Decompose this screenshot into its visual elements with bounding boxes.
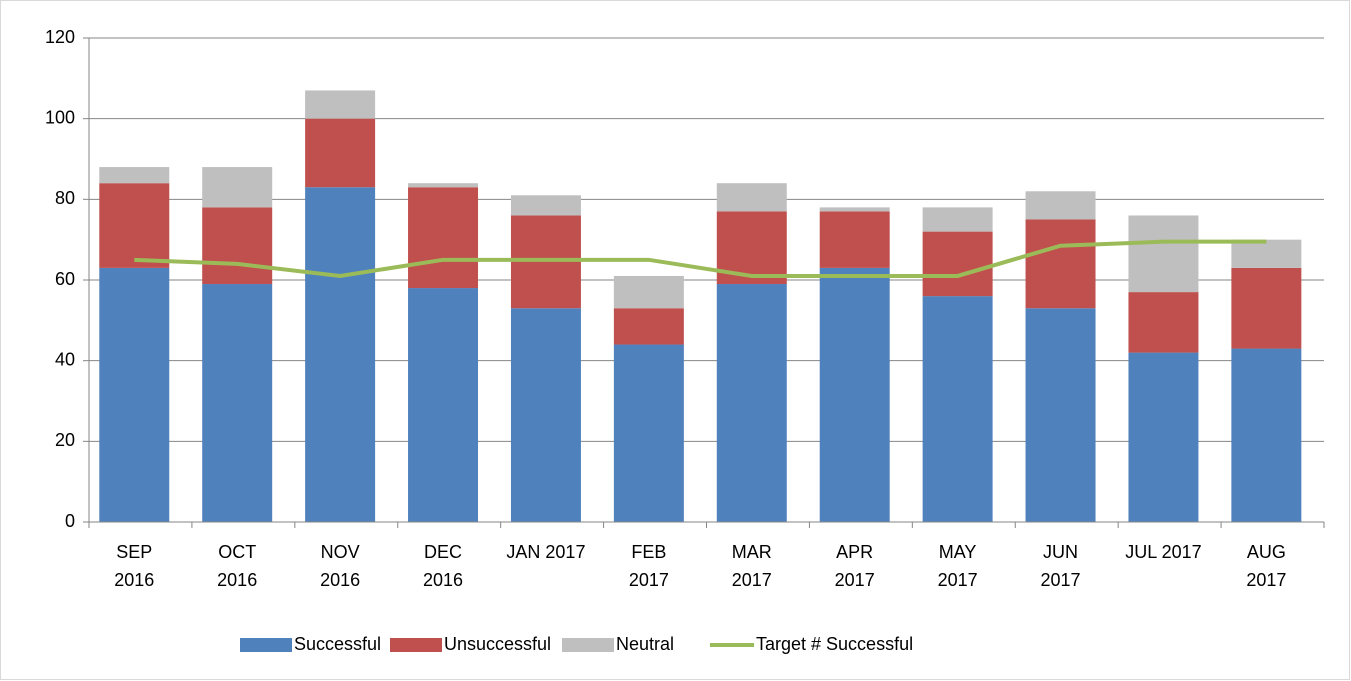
- bar-segment: [305, 90, 376, 119]
- bar-segment: [202, 284, 273, 522]
- bar-segment: [1231, 348, 1302, 522]
- bar-segment: [1231, 267, 1302, 349]
- x-tick-label: DEC 2016: [423, 542, 464, 590]
- bar-segment: [1128, 215, 1199, 293]
- bar-segment: [613, 344, 684, 522]
- x-tick-label: JUL 2017: [1125, 542, 1202, 562]
- bar-segment: [305, 187, 376, 522]
- bar-segment: [922, 231, 993, 297]
- bar-segment: [1128, 352, 1199, 522]
- bar-segment: [408, 183, 479, 188]
- bar-segment: [99, 267, 170, 522]
- y-tick-label: 120: [45, 27, 75, 47]
- bar-segment: [510, 308, 581, 522]
- y-tick-label: 0: [65, 511, 75, 531]
- legend-label: Neutral: [616, 634, 674, 654]
- bar-segment: [510, 215, 581, 309]
- bar-segment: [922, 296, 993, 522]
- bar-segment: [202, 207, 273, 285]
- legend-swatch: [240, 638, 292, 652]
- y-tick-label: 100: [45, 107, 75, 127]
- legend-swatch: [562, 638, 614, 652]
- y-tick-label: 20: [55, 430, 75, 450]
- bar-segment: [1128, 292, 1199, 353]
- bar-segment: [408, 187, 479, 289]
- bar-segment: [1025, 191, 1096, 220]
- legend-label: Successful: [294, 634, 381, 654]
- bar-segment: [716, 284, 787, 522]
- x-tick-label: JAN 2017: [506, 542, 586, 562]
- bar-segment: [819, 211, 890, 268]
- legend-label: Unsuccessful: [444, 634, 551, 654]
- bar-segment: [819, 207, 890, 212]
- target-line: [134, 239, 1267, 278]
- x-tick-label: OCT 2016: [217, 542, 258, 590]
- x-tick-label: MAY 2017: [937, 542, 978, 590]
- x-tick-label: JUN 2017: [1040, 542, 1081, 590]
- bar-segment: [1025, 308, 1096, 522]
- bar-segment: [613, 275, 684, 309]
- bar-segment: [819, 267, 890, 522]
- y-tick-label: 40: [55, 349, 75, 369]
- x-tick-label: AUG 2017: [1246, 542, 1287, 590]
- bar-segment: [613, 308, 684, 345]
- bar-segment: [1231, 239, 1302, 268]
- bar-segment: [202, 167, 273, 208]
- bar-segment: [408, 288, 479, 522]
- bar-segment: [305, 118, 376, 188]
- legend-label: Target # Successful: [756, 634, 913, 654]
- bar-segment: [922, 207, 993, 232]
- bar-segment: [510, 195, 581, 216]
- y-tick-label: 60: [55, 269, 75, 289]
- legend-swatch: [390, 638, 442, 652]
- y-tick-label: 80: [55, 188, 75, 208]
- x-tick-label: NOV 2016: [320, 542, 361, 590]
- x-tick-label: FEB 2017: [628, 542, 669, 590]
- bar-segment: [99, 183, 170, 268]
- bar-segment: [99, 167, 170, 184]
- x-tick-label: SEP 2016: [114, 542, 155, 590]
- x-tick-label: APR 2017: [834, 542, 875, 590]
- bar-segment: [1025, 219, 1096, 309]
- x-tick-label: MAR 2017: [731, 542, 772, 590]
- bar-segment: [716, 183, 787, 212]
